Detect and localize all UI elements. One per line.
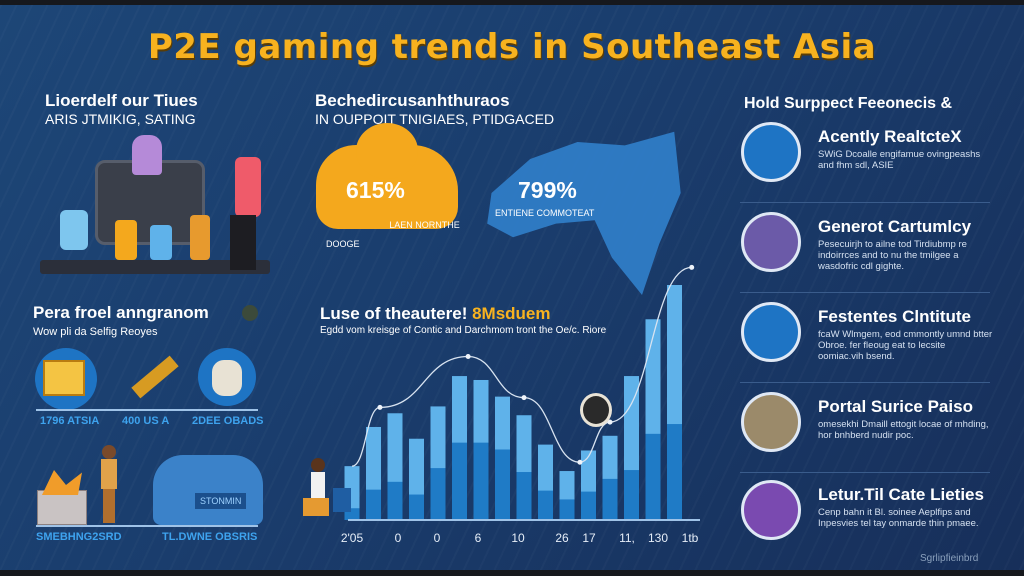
- bar-lower: [624, 470, 639, 520]
- icon-label: 400 US A: [122, 415, 170, 427]
- tick-label: 1tb: [682, 531, 699, 545]
- bar-lower: [538, 490, 553, 520]
- item-description: omesekhi Dmaill ettogit locae of mhding,…: [818, 419, 989, 441]
- section-title: Bechedircusanhthuraos: [315, 91, 510, 110]
- trend-point: [689, 264, 695, 270]
- item-title: Acently RealtcteX: [818, 127, 962, 146]
- stat-cloud: 615% LAEN NORNTHE DOOGE: [316, 123, 460, 249]
- page-title: P2E gaming trends in Southeast Asia: [147, 27, 877, 67]
- ticket-icon: [35, 348, 97, 410]
- divider: [36, 409, 258, 411]
- tick-label: 17: [582, 531, 596, 545]
- bar-lower: [473, 442, 489, 520]
- watermark: Sgrlipfieinbrd: [920, 553, 979, 564]
- divider: [740, 202, 990, 203]
- section-title: Lioerdelf our Tiues: [45, 91, 198, 110]
- bar-lower: [387, 481, 403, 520]
- bar-lower: [344, 508, 360, 520]
- bar-lower: [516, 472, 532, 520]
- tick-label: 130: [648, 531, 668, 545]
- section-title: Hold Surppect Feeonecis &: [744, 95, 953, 112]
- section-subtitle: IN OUPPOIT TNIGIAES, PTIDGACED: [315, 111, 555, 127]
- kneeling-player-illustration: [303, 458, 353, 530]
- character-icon: [198, 348, 256, 406]
- stat-label: LAEN NORNTHE DOOGE: [326, 220, 460, 249]
- bar-lower: [602, 478, 618, 520]
- bar-lower: [495, 449, 510, 520]
- bar-lower: [581, 491, 596, 520]
- bar-lower: [430, 468, 446, 520]
- divider: [36, 525, 258, 527]
- item-thumbnail-icon: [741, 392, 801, 452]
- tick-label: 26: [555, 531, 569, 545]
- scene-label: SMEBHNG2SRD: [36, 531, 122, 543]
- stat-label: ENTIENE COMMOTEAT: [495, 208, 595, 218]
- chart-subtitle: Egdd vom kreisge of Contic and Darchmom …: [320, 325, 607, 336]
- divider: [740, 292, 990, 293]
- section-subtitle: Wow pli da Selfig Reoyes: [33, 326, 158, 338]
- tick-label: 10: [511, 531, 525, 545]
- section-subtitle: ARIS JTMIKIG, SATING: [45, 111, 196, 127]
- scene-label: TL.DWNE OBSRIS: [162, 531, 258, 543]
- tick-label: 0: [395, 531, 402, 545]
- icon-label: 2DEE OBADS: [192, 415, 264, 427]
- item-thumbnail-icon: [741, 480, 801, 540]
- tick-label: 0: [434, 531, 441, 545]
- gaming-setup-illustration: [40, 135, 270, 280]
- vr-headset-icon: [580, 393, 612, 427]
- tick-label: 6: [475, 531, 482, 545]
- stat-value: 799%: [518, 177, 577, 203]
- item-title: Portal Surice Paiso: [818, 397, 973, 416]
- section-title: Pera froel anngranom: [33, 303, 209, 322]
- item-description: Cenp bahn it Bl. soinee Aeplfips and Inp…: [818, 507, 979, 529]
- mascot-badge: STONMIN: [195, 493, 247, 509]
- item-description: Pesecuirjh to ailne tod Tirdiubmp re ind…: [818, 239, 967, 272]
- item-thumbnail-icon: [741, 212, 801, 272]
- bar-lower: [409, 494, 424, 520]
- chart-title: Luse of theautere! 8Msduem: [320, 304, 551, 323]
- divider: [740, 472, 990, 473]
- item-title: Generot Cartumlcy: [818, 217, 972, 236]
- trend-point: [521, 395, 527, 401]
- stat-value: 615%: [346, 177, 405, 203]
- bar-lower: [452, 442, 467, 520]
- trend-line: [351, 266, 692, 467]
- item-title: Letur.Til Cate Lieties: [818, 485, 984, 504]
- tick-label: 2'05: [341, 531, 364, 545]
- chart-title-highlight: 8Msduem: [472, 304, 551, 323]
- bar-lower: [645, 433, 661, 520]
- traders-illustration: [37, 445, 127, 525]
- trend-point: [465, 353, 471, 359]
- item-description: fcaW Wlmgem, eod cmmontly umnd btter Obr…: [818, 329, 993, 362]
- bar-lower: [559, 499, 575, 520]
- mascot-illustration: STONMIN: [153, 455, 263, 525]
- bar-lower: [667, 424, 682, 520]
- bar-lower: [366, 489, 381, 520]
- bar-chart: 2'05 0 0 6 10 26 17 11, 130 1tb: [341, 264, 700, 545]
- trend-point: [377, 404, 383, 410]
- icon-label: 1796 ATSIA: [40, 415, 100, 427]
- infographic: P2E gaming trends in Southeast Asia Lioe…: [0, 5, 1024, 570]
- item-thumbnail-icon: [741, 302, 801, 362]
- tick-label: 11,: [619, 531, 635, 545]
- item-thumbnail-icon: [741, 122, 801, 182]
- trend-point: [607, 419, 613, 425]
- trend-point: [577, 459, 583, 465]
- helmet-icon: [242, 305, 258, 321]
- divider: [740, 382, 990, 383]
- item-title: Festentes Clntitute: [818, 307, 972, 326]
- item-description: SWiG Dcoalle engifamue ovingpeashs and f…: [818, 149, 981, 171]
